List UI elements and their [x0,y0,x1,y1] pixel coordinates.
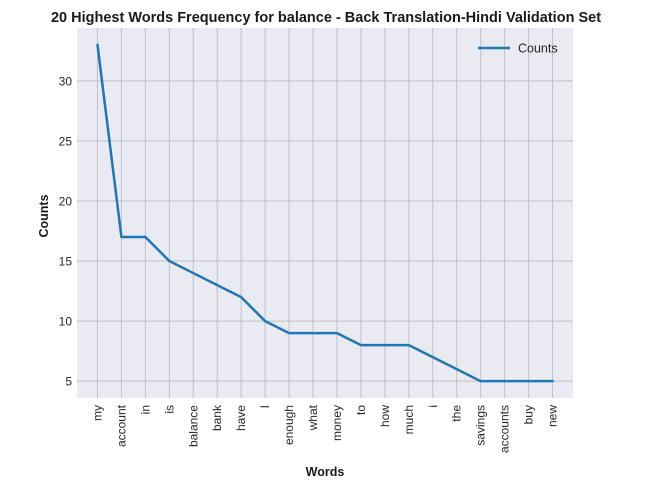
x-axis-label: Words [306,465,345,479]
x-tick-label-2: in [138,405,152,414]
x-tick-label-8: enough [282,405,296,445]
x-tick-label-17: accounts [498,405,512,453]
chart-title: 20 Highest Words Frequency for balance -… [51,10,601,26]
x-tick-label-9: what [306,404,320,431]
plot-area [77,28,573,398]
series-lines [96,43,554,383]
y-ticks: 5 10 15 20 25 30 [59,74,73,388]
x-tick-label-7: I [258,405,272,408]
y-tick-label-25: 25 [59,134,73,148]
x-tick-label-0: my [90,405,104,421]
y-tick-label-20: 20 [59,194,73,208]
legend: Counts [478,42,558,56]
y-tick-label-30: 30 [59,74,73,88]
x-tick-label-19: new [546,405,560,427]
x-tick-label-4: balance [186,405,200,447]
y-tick-label-5: 5 [65,375,72,389]
y-axis-label: Counts [37,194,51,237]
x-tick-label-14: i [426,405,440,408]
series-line-0 [96,43,554,383]
legend-label-counts: Counts [518,42,558,56]
x-tick-label-5: bank [210,404,224,431]
x-tick-label-6: have [234,405,248,431]
x-tick-label-18: buy [522,405,536,424]
x-tick-label-3: is [162,405,176,414]
y-tick-label-15: 15 [59,255,73,269]
x-tick-label-1: account [114,404,128,447]
x-tick-label-10: money [330,405,344,441]
x-tick-label-13: much [402,405,416,434]
x-tick-label-16: savings [474,405,488,446]
grid [77,28,573,398]
x-tick-label-12: how [378,405,392,427]
x-tick-label-11: to [354,405,368,415]
y-tick-label-10: 10 [59,315,73,329]
x-tick-label-15: the [450,405,464,422]
